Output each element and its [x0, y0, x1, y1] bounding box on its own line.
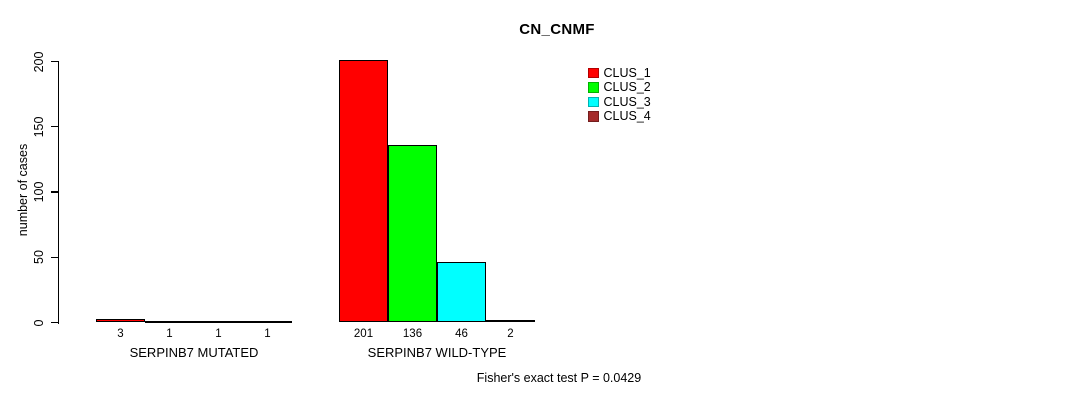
- bar-clus_1-group1: [96, 318, 145, 323]
- bar-value-label: 1: [215, 327, 222, 340]
- legend-swatch-icon: [588, 67, 599, 79]
- legend-label: CLUS_2: [603, 80, 651, 95]
- y-tick-label: 50: [32, 250, 46, 265]
- category-label: SERPINB7 MUTATED: [129, 344, 259, 360]
- bar-value-label: 3: [117, 327, 124, 340]
- y-axis-label: number of cases: [16, 143, 30, 237]
- y-tick-label: 200: [32, 51, 46, 72]
- fisher-test-annotation: Fisher's exact test P = 0.0429: [476, 371, 642, 385]
- legend-item-clus_2: CLUS_2: [588, 80, 651, 94]
- y-tick-mark: [51, 191, 60, 193]
- bar-clus_4-group1: [243, 320, 292, 323]
- y-tick-label: 150: [32, 116, 46, 138]
- legend-label: CLUS_4: [603, 109, 651, 124]
- bar-clus_4-group2: [486, 319, 535, 323]
- y-tick-label: 100: [32, 181, 46, 203]
- bar-clus_2-group1: [145, 320, 194, 323]
- legend-swatch-icon: [588, 96, 599, 108]
- bar-clus_1-group2: [339, 60, 388, 323]
- bar-value-label: 136: [402, 327, 423, 340]
- legend-swatch-icon: [588, 82, 599, 93]
- bar-clus_2-group2: [388, 145, 437, 323]
- y-tick-mark: [51, 60, 60, 63]
- legend-item-clus_4: CLUS_4: [588, 109, 651, 123]
- bar-value-label: 2: [507, 327, 514, 340]
- bar-clus_3-group2: [437, 262, 486, 323]
- category-label: SERPINB7 WILD-TYPE: [367, 344, 507, 360]
- y-tick-mark: [51, 126, 60, 128]
- bar-value-label: 1: [166, 327, 173, 340]
- bar-clus_3-group1: [194, 320, 243, 323]
- legend-item-clus_1: CLUS_1: [588, 66, 651, 80]
- y-tick-label: 0: [32, 319, 46, 326]
- bar-value-label: 201: [353, 327, 374, 340]
- legend-item-clus_3: CLUS_3: [588, 95, 651, 109]
- y-tick-mark: [51, 321, 60, 324]
- chart-title: CN_CNMF: [519, 21, 595, 38]
- legend-label: CLUS_1: [603, 65, 651, 80]
- bar-value-label: 1: [264, 327, 271, 340]
- legend: CLUS_1 CLUS_2 CLUS_3 CLUS_4: [588, 66, 651, 124]
- legend-swatch-icon: [588, 111, 599, 122]
- legend-label: CLUS_3: [603, 94, 651, 109]
- y-tick-mark: [51, 256, 60, 258]
- y-axis-line: [58, 61, 60, 324]
- bar-value-label: 46: [455, 327, 468, 340]
